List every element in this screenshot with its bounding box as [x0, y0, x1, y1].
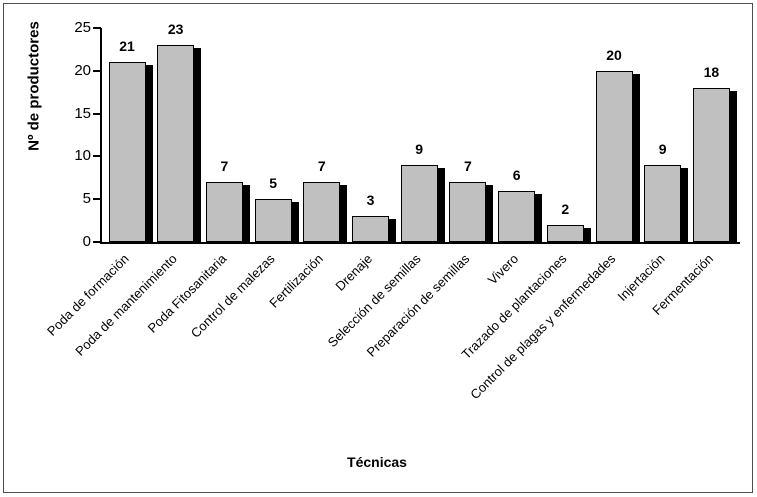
x-axis-title: Técnicas	[347, 454, 407, 470]
bar	[644, 164, 682, 242]
bar	[254, 199, 292, 242]
bar	[205, 182, 243, 242]
bar-shadow	[145, 65, 153, 242]
bar-shadow	[632, 73, 640, 242]
bar-shadow	[681, 167, 689, 242]
y-tick-label: 25	[74, 19, 91, 36]
chart-outer-border	[3, 3, 753, 493]
y-tick-label: 5	[82, 190, 91, 208]
bar-shadow	[389, 219, 396, 242]
y-tick-mark	[93, 241, 101, 243]
bar-shadow	[242, 185, 250, 242]
bar	[303, 182, 341, 242]
bar-value-label: 18	[703, 63, 720, 80]
bar	[546, 224, 584, 242]
bar-shadow	[535, 193, 543, 242]
y-tick-mark	[93, 155, 101, 158]
bar-value-label: 7	[463, 158, 472, 175]
bar	[498, 190, 536, 242]
bar-shadow	[486, 185, 494, 242]
bar-value-label: 9	[658, 140, 667, 157]
bar	[400, 164, 438, 242]
bar-value-label: 7	[220, 158, 229, 175]
bar-value-label: 21	[119, 38, 135, 55]
y-tick-mark	[93, 27, 101, 29]
bar-value-label: 2	[561, 200, 570, 217]
bar-shadow	[291, 202, 299, 242]
bar	[108, 62, 146, 242]
bar	[352, 216, 389, 242]
bar-shadow	[729, 90, 737, 242]
bar-value-label: 6	[512, 166, 521, 183]
bar-shadow	[583, 227, 591, 242]
bar-shadow	[437, 167, 445, 242]
bar	[692, 87, 730, 242]
bar-value-label: 5	[269, 175, 277, 192]
y-tick-mark	[93, 198, 101, 201]
y-tick-label: 20	[74, 61, 91, 79]
bar-value-label: 20	[606, 46, 622, 63]
y-tick-label: 15	[74, 104, 91, 122]
bar	[595, 70, 633, 242]
bar-shadow	[194, 48, 202, 242]
bar-value-label: 7	[317, 158, 326, 175]
y-tick-label: 10	[74, 147, 91, 165]
bar	[449, 182, 487, 242]
bar-value-label: 3	[366, 192, 375, 209]
bar	[157, 45, 195, 242]
bar-value-label: 9	[415, 140, 424, 157]
y-tick-label: 0	[82, 233, 91, 250]
y-tick-mark	[93, 69, 101, 72]
bar-shadow	[340, 185, 348, 242]
y-tick-mark	[93, 112, 101, 115]
x-axis-line	[100, 242, 740, 244]
y-axis-title: Nº de productores	[25, 21, 43, 151]
y-axis-line	[100, 28, 102, 244]
bar-value-label: 23	[167, 21, 184, 38]
